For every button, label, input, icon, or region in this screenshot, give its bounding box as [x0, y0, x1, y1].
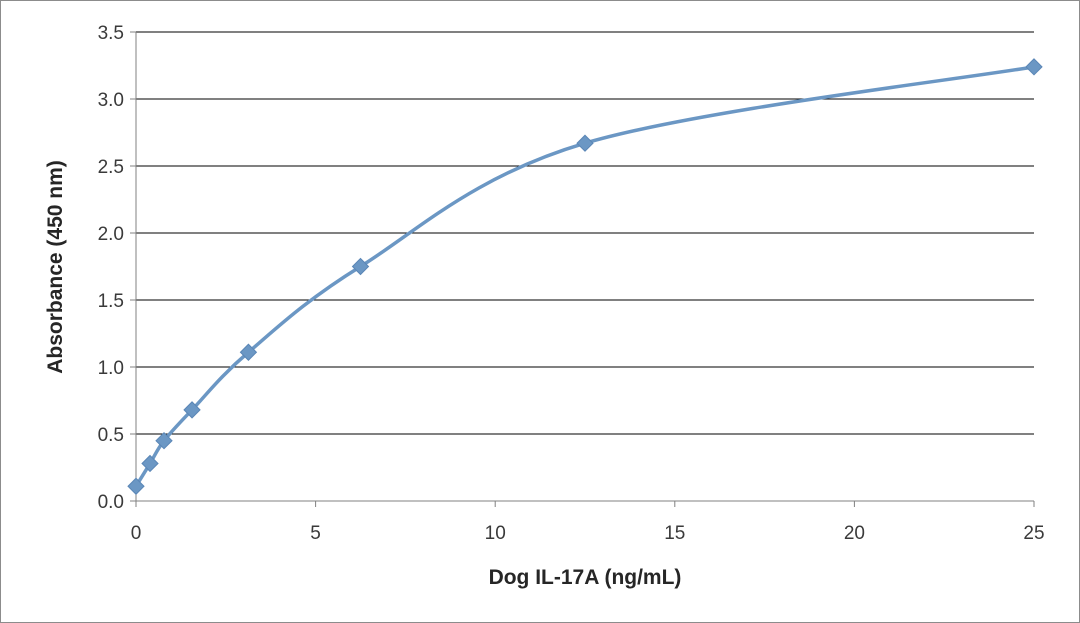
data-point-3 [183, 401, 201, 419]
y-tick-label: 2.5 [98, 157, 124, 178]
data-point-0 [127, 477, 145, 495]
x-axis-title: Dog IL-17A (ng/mL) [489, 566, 682, 589]
y-tick-label: 3.0 [98, 90, 124, 111]
y-axis-title: Absorbance (450 nm) [44, 160, 67, 374]
y-tick-label: 2.0 [98, 224, 124, 245]
axes [135, 32, 1034, 502]
x-tick-label: 0 [131, 523, 142, 544]
y-tick-label: 3.5 [98, 23, 124, 44]
data-point-2 [155, 431, 173, 450]
y-tick-label: 0.5 [98, 425, 124, 446]
x-tick-label: 20 [844, 523, 865, 544]
series-line [134, 65, 1035, 488]
data-point-1 [141, 454, 159, 473]
y-tick-labels: 0.0 0.5 1.0 1.5 2.0 2.5 3.0 3.5 [98, 23, 136, 513]
y-tick-label: 1.0 [98, 358, 124, 379]
gridlines [136, 31, 1034, 435]
data-point-5 [351, 257, 370, 276]
series-markers [127, 58, 1043, 495]
x-tick-label: 25 [1023, 523, 1044, 544]
data-point-4 [239, 343, 258, 361]
x-tick-label: 10 [485, 523, 506, 544]
y-tick-label: 1.5 [98, 291, 124, 312]
x-tick-label: 5 [310, 523, 321, 544]
data-point-6 [576, 134, 594, 152]
y-tick-label: 0.0 [98, 492, 124, 513]
data-point-7 [1025, 58, 1043, 76]
series-line-group [134, 65, 1035, 488]
x-tick-labels: 0 5 10 15 20 25 [131, 501, 1045, 544]
x-tick-label: 15 [664, 523, 685, 544]
